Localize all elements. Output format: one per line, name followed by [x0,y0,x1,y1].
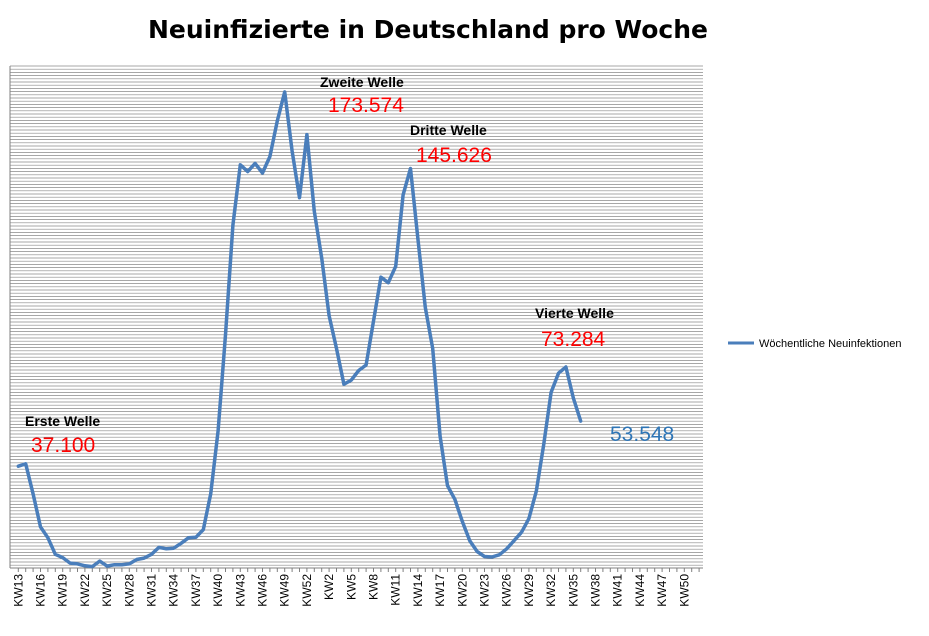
peak-value-label: 37.100 [31,434,95,457]
x-tick-labels: KW13 KW16 KW19 KW22 KW25 KW28 KW31 KW34 KW37 KW40… [11,574,691,607]
x-tick-label: KW32 [544,574,558,607]
wave-label: Dritte Welle [410,122,487,138]
x-tick-label: KW17 [433,574,447,607]
x-tick-label: KW23 [478,574,492,607]
x-axis [9,66,703,572]
chart-title: Neuinfizierte in Deutschland pro Woche [148,15,708,44]
x-tick-label: KW28 [122,574,136,607]
current-value-label: 53.548 [610,423,674,446]
x-tick-label: KW19 [56,574,70,607]
x-tick-label: KW43 [233,574,247,607]
legend-entry: Wöchentliche Neuinfektionen [759,338,901,350]
wave-label: Erste Welle [25,413,100,429]
x-tick-label: KW5 [344,574,358,600]
x-tick-label: KW46 [256,574,270,607]
wave-label: Zweite Welle [320,74,404,90]
x-tick-label: KW47 [655,574,669,607]
series-group [16,90,583,569]
wave-annotations: Erste Welle 37.100 Zweite Welle 173.574 Drit… [25,74,674,457]
x-tick-label: KW52 [300,574,314,607]
x-tick-label: KW44 [633,574,647,607]
x-tick-label: KW35 [566,574,580,607]
x-tick-label: KW16 [34,574,48,607]
x-tick-label: KW31 [145,574,159,607]
wave-label: Vierte Welle [535,305,614,321]
x-tick-label: KW13 [11,574,25,607]
x-tick-label: KW37 [189,574,203,607]
x-tick-label: KW2 [322,574,336,600]
x-tick-label: KW20 [455,574,469,607]
x-tick-label: KW14 [411,574,425,607]
x-tick-label: KW29 [522,574,536,607]
gridlines [10,65,703,566]
x-tick-label: KW34 [167,574,181,607]
x-tick-label: KW25 [100,574,114,607]
series-line-woechentliche-neuinfektionen [16,90,583,569]
x-tick-label: KW22 [78,574,92,607]
x-tick-label: KW40 [211,574,225,607]
legend: Wöchentliche Neuinfektionen [728,338,901,350]
x-tick-label: KW8 [367,574,381,600]
x-tick-label: KW49 [278,574,292,607]
x-tick-label: KW50 [677,574,691,607]
x-tick-label: KW38 [589,574,603,607]
peak-value-label: 73.284 [541,328,606,351]
x-tick-label: KW26 [500,574,514,607]
peak-value-label: 145.626 [416,144,492,167]
peak-value-label: 173.574 [328,94,404,117]
x-tick-label: KW41 [611,574,625,607]
x-tick-label: KW11 [389,574,403,606]
